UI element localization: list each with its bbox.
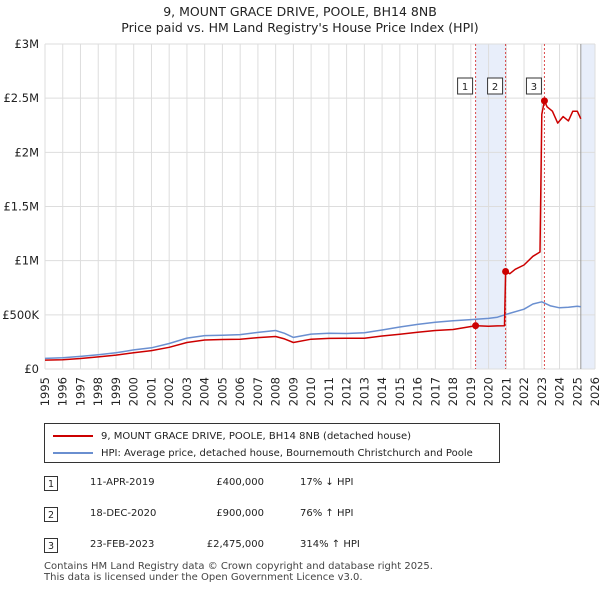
transaction-number: 1 — [44, 476, 58, 491]
y-tick-label: £3M — [14, 37, 39, 51]
x-tick-label: 2000 — [127, 377, 141, 406]
x-tick-label: 1996 — [56, 377, 70, 406]
transaction-label-box — [525, 77, 542, 95]
price-chart: £0 £500K £1M £1.5M £2M £2.5M £3M 1995 1996 1997 19… — [2, 37, 600, 406]
x-tick-label: 2002 — [162, 377, 176, 406]
legend-item-price: 9, MOUNT GRACE DRIVE, POOLE, BH14 8NB (d… — [53, 428, 411, 444]
transaction-row: 2 18-DEC-2020 £900,000 76% ↑ HPI — [44, 507, 464, 523]
x-tick-label: 2007 — [251, 377, 265, 406]
transaction-row: 1 11-APR-2019 £400,000 17% ↓ HPI — [44, 476, 464, 492]
x-tick-label: 2014 — [375, 377, 389, 406]
x-tick-label: 2018 — [446, 377, 460, 406]
x-tick-label: 2009 — [286, 377, 300, 406]
x-tick-label: 2024 — [553, 377, 567, 406]
x-tick-label: 2015 — [393, 377, 407, 406]
x-tick-label: 2011 — [322, 377, 336, 406]
x-tick-label: 2021 — [499, 377, 513, 406]
x-tick-label: 2017 — [428, 377, 442, 406]
x-tick-label: 2026 — [588, 377, 600, 406]
x-tick-label: 2016 — [411, 377, 425, 406]
footer-copyright: Contains HM Land Registry data © Crown c… — [44, 561, 433, 572]
x-tick-label: 2005 — [215, 377, 229, 406]
y-tick-label: £1.5M — [3, 200, 39, 214]
legend-hpi-label: HPI: Average price, detached house, Bour… — [101, 447, 473, 459]
hpi-line-swatch — [53, 452, 93, 454]
x-tick-label: 2013 — [357, 377, 371, 406]
transaction-dot — [502, 268, 510, 275]
transaction-hpi-change: 314% ↑ HPI — [300, 539, 360, 550]
legend-item-hpi: HPI: Average price, detached house, Bour… — [53, 445, 473, 461]
hpi-line — [44, 301, 581, 360]
transaction-number: 3 — [44, 538, 58, 553]
x-tick-label: 1997 — [73, 377, 87, 406]
transaction-price: £2,475,000 — [206, 539, 264, 550]
transaction-price: £900,000 — [216, 508, 264, 519]
x-tick-label: 2020 — [482, 377, 496, 406]
x-tick-label: 1995 — [38, 377, 52, 406]
x-tick-label: 2006 — [233, 377, 247, 406]
transaction-date: 18-DEC-2020 — [90, 508, 157, 519]
x-tick-label: 2023 — [535, 377, 549, 406]
transaction-dot — [540, 97, 548, 105]
chart-title: 9, MOUNT GRACE DRIVE, POOLE, BH14 8NB — [163, 4, 437, 19]
legend: 9, MOUNT GRACE DRIVE, POOLE, BH14 8NB (d… — [44, 423, 500, 463]
transaction-label-number: 3 — [531, 82, 537, 93]
transaction-hpi-change: 76% ↑ HPI — [300, 508, 354, 519]
x-tick-label: 1998 — [91, 377, 105, 406]
x-tick-label: 2022 — [517, 377, 531, 406]
x-tick-label: 2004 — [198, 377, 212, 406]
x-tick-label: 2008 — [269, 377, 283, 406]
x-tick-label: 2025 — [570, 377, 584, 406]
x-tick-label: 1999 — [109, 377, 123, 406]
footer-license: This data is licensed under the Open Gov… — [44, 572, 363, 583]
transaction-row: 3 23-FEB-2023 £2,475,000 314% ↑ HPI — [44, 538, 464, 554]
chart-subtitle: Price paid vs. HM Land Registry's House … — [121, 20, 479, 35]
transaction-label-box — [487, 77, 504, 95]
y-tick-label: £1M — [14, 254, 39, 268]
y-tick-label: £2M — [14, 145, 39, 159]
transaction-dot — [472, 322, 480, 330]
transaction-number: 2 — [44, 507, 58, 522]
transaction-label-number: 1 — [462, 82, 468, 93]
transaction-label-box — [457, 77, 474, 95]
x-tick-label: 2001 — [144, 377, 158, 406]
x-tick-label: 2019 — [464, 377, 478, 406]
price-line-swatch — [53, 435, 93, 437]
y-tick-label: £500K — [2, 308, 39, 322]
transaction-price: £400,000 — [216, 477, 264, 488]
x-tick-label: 2010 — [304, 377, 318, 406]
x-tick-label: 2003 — [180, 377, 194, 406]
transaction-date: 23-FEB-2023 — [90, 539, 155, 550]
transaction-hpi-change: 17% ↓ HPI — [300, 477, 354, 488]
transaction-label-number: 2 — [492, 82, 498, 93]
y-tick-label: £0 — [24, 362, 39, 376]
x-tick-label: 2012 — [340, 377, 354, 406]
y-tick-label: £2.5M — [3, 91, 39, 105]
transaction-date: 11-APR-2019 — [90, 477, 155, 488]
legend-price-label: 9, MOUNT GRACE DRIVE, POOLE, BH14 8NB (d… — [101, 430, 412, 442]
